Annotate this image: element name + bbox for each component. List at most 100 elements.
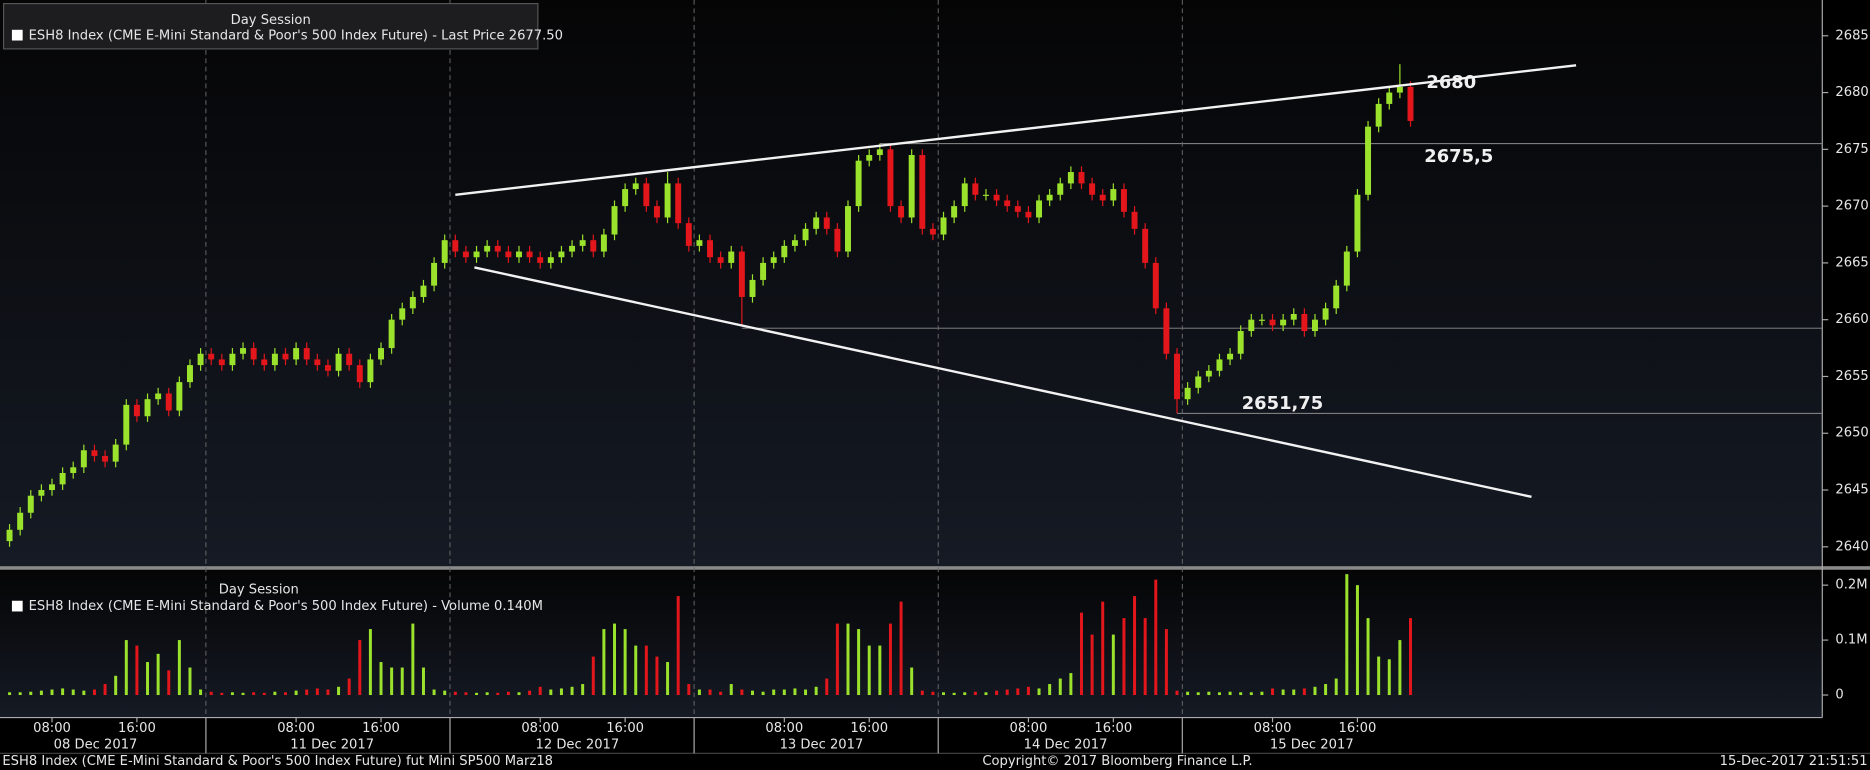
footer-right: 15-Dec-2017 21:51:51 (1720, 754, 1868, 769)
candle-body (600, 234, 607, 252)
volume-bar (347, 678, 351, 696)
volume-bar (825, 678, 829, 696)
candle-body (38, 490, 45, 496)
candle-body (590, 240, 597, 252)
candle-body (250, 348, 257, 360)
volume-bar (613, 623, 616, 696)
candle-body (388, 319, 395, 349)
candle-body (356, 365, 363, 383)
volume-bar (1196, 692, 1200, 696)
candle-body (1099, 194, 1106, 201)
y-tick-label: 2665 (1835, 255, 1868, 270)
candle-body (1216, 359, 1223, 371)
volume-bar (719, 691, 723, 696)
annotation: 2675,5 (1424, 146, 1493, 167)
price-legend-box (2, 2, 539, 50)
footer-left: ESH8 Index (CME E-Mini Standard & Poor's… (2, 754, 553, 769)
x-tick-label: 08:00 (33, 721, 71, 736)
volume-bar (1249, 692, 1253, 696)
candle-body (123, 404, 130, 445)
candle-body (1248, 319, 1255, 332)
price-panel (0, 0, 1823, 567)
volume-bar (1217, 692, 1221, 696)
y-tick-label: 2650 (1835, 426, 1868, 441)
volume-bar (920, 690, 924, 696)
volume-bar (1292, 689, 1296, 696)
volume-bar (1409, 618, 1412, 696)
volume-bar (464, 692, 468, 696)
candle-body (781, 245, 788, 258)
date-label: 14 Dec 2017 (1024, 737, 1108, 752)
candle-body (547, 257, 554, 263)
candle-body (155, 393, 162, 400)
volume-bar (729, 684, 733, 696)
candle-body (622, 189, 629, 207)
volume-bar (92, 689, 96, 696)
volume-bar (496, 692, 500, 696)
legend-text: ESH8 Index (CME E-Mini Standard & Poor's… (29, 28, 563, 43)
volume-bar (61, 688, 65, 696)
legend-swatch (11, 29, 23, 41)
candle-body (420, 285, 427, 297)
candle-body (271, 353, 278, 366)
candle-body (1407, 86, 1414, 121)
candle-body (1322, 308, 1329, 320)
y-tick-label: 2670 (1835, 199, 1868, 214)
x-tick-label: 16:00 (850, 721, 888, 736)
date-label: 08 Dec 2017 (54, 737, 138, 752)
candle-body (378, 348, 384, 360)
candle-body (802, 228, 809, 241)
volume-bar (1101, 601, 1105, 696)
candle-body (728, 251, 735, 263)
candle-body (1142, 228, 1149, 263)
volume-bar (1302, 688, 1306, 696)
candle-body (27, 495, 34, 513)
legend-text: ESH8 Index (CME E-Mini Standard & Poor's… (29, 599, 543, 614)
volume-bar (368, 629, 372, 696)
trendline (455, 64, 1577, 196)
candle-body (972, 183, 979, 195)
candle-body (1375, 103, 1382, 127)
date-label: 15 Dec 2017 (1270, 737, 1354, 752)
volume-bar (199, 689, 203, 696)
candle-body (1386, 92, 1393, 104)
y-tick-label: 2655 (1835, 369, 1868, 384)
footer-center: Copyright© 2017 Bloomberg Finance L.P. (982, 754, 1252, 769)
candle-body (1036, 200, 1043, 218)
volume-bar (1313, 686, 1317, 696)
y-tick-label: 2640 (1835, 539, 1868, 554)
volume-bar (687, 684, 691, 696)
volume-bar (1079, 612, 1083, 696)
volume-bar (284, 692, 287, 696)
volume-bar (305, 689, 309, 696)
date-label: 11 Dec 2017 (290, 737, 374, 752)
volume-bar (676, 596, 680, 696)
candle-body (675, 183, 682, 224)
candle-body (1237, 331, 1244, 354)
legend-title: Day Session (231, 13, 311, 28)
candle-body (1163, 308, 1170, 354)
candle-body (1025, 211, 1032, 218)
x-tick-label: 08:00 (521, 721, 559, 736)
candle-body (717, 257, 724, 263)
volume-bar (315, 688, 319, 696)
candle-body (866, 155, 873, 161)
candle-body (240, 348, 247, 354)
candle-body (1195, 376, 1202, 388)
candle-body (218, 359, 225, 366)
candle-body (1089, 183, 1096, 195)
candle-body (441, 240, 448, 263)
candle-body (1174, 353, 1180, 400)
volume-bar (1377, 656, 1381, 696)
volume-bar (1143, 618, 1147, 696)
volume-bar (1271, 688, 1275, 696)
volume-bar (421, 667, 425, 696)
volume-bar (793, 688, 797, 696)
volume-bar (602, 629, 606, 696)
candle-body (516, 251, 522, 258)
candle-body (1343, 251, 1350, 286)
candle-body (1258, 319, 1265, 321)
volume-bar (188, 667, 192, 696)
candle-body (484, 245, 491, 252)
